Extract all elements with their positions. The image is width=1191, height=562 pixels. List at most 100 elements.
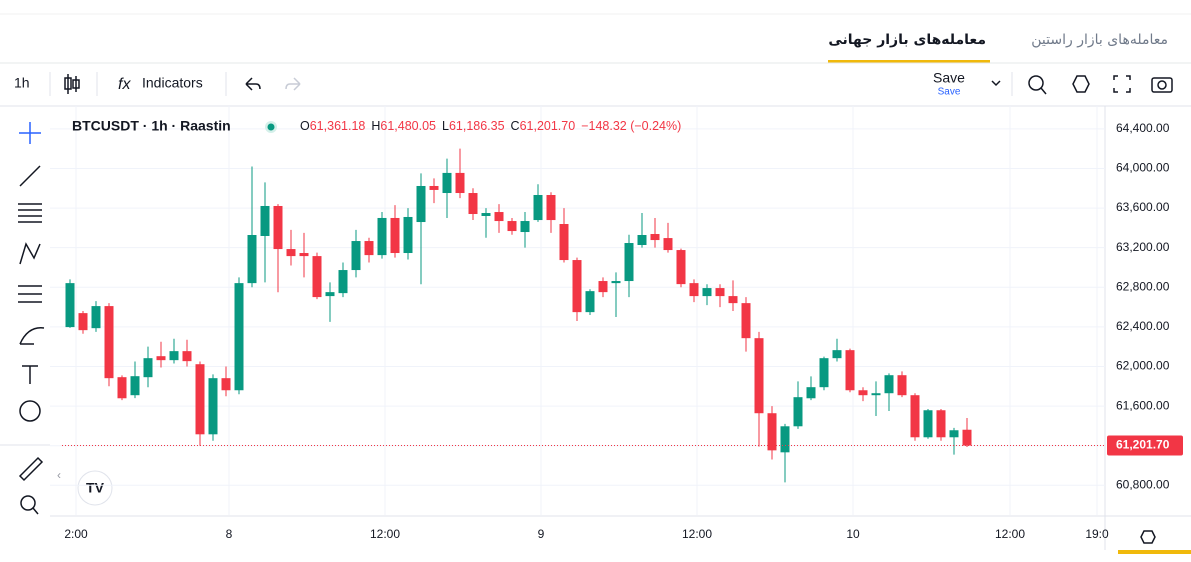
legend-value: 61,186.35 — [449, 119, 505, 133]
pattern[interactable] — [19, 242, 41, 265]
tab-active[interactable]: معامله‌های بازار جهانی — [828, 32, 986, 48]
fx-icon[interactable]: fx — [118, 76, 131, 93]
candle-body — [832, 350, 842, 359]
legend-key: O — [300, 119, 310, 133]
candle-body — [806, 387, 816, 399]
dropdown[interactable] — [991, 80, 1001, 87]
ruler[interactable] — [18, 456, 44, 482]
candle-body — [364, 241, 374, 256]
undo[interactable] — [245, 77, 261, 91]
candle-body — [273, 205, 283, 250]
crosshair[interactable] — [19, 122, 41, 144]
x-tick-label: 12:00 — [995, 527, 1025, 541]
candle-body — [962, 429, 972, 446]
candle-body — [429, 185, 439, 190]
camera-icon[interactable] — [1151, 77, 1173, 93]
candle-body — [195, 364, 205, 435]
corner-bar — [1118, 550, 1191, 554]
fullscreen-icon[interactable] — [1113, 75, 1131, 93]
candle-body — [455, 172, 465, 194]
x-tick-label: 9 — [538, 527, 545, 541]
candle-body — [585, 291, 595, 313]
settings-icon[interactable] — [1072, 75, 1090, 93]
candle-body — [936, 410, 946, 438]
y-tick-label: 63,200.00 — [1116, 240, 1170, 254]
y-tick-label: 62,000.00 — [1116, 359, 1170, 373]
candle-body — [351, 241, 361, 271]
candle-body — [819, 358, 829, 388]
trend-line[interactable] — [19, 165, 41, 187]
last-price-label: 61,201.70 — [1116, 438, 1170, 452]
text-tool[interactable] — [22, 365, 38, 384]
logo — [77, 470, 113, 506]
status-dot-inner — [267, 123, 275, 131]
save[interactable]: Save — [933, 70, 965, 86]
candle-body — [845, 350, 855, 391]
candle-body — [338, 270, 348, 294]
zoom[interactable] — [20, 495, 39, 515]
tab-underline — [828, 60, 990, 63]
tab[interactable]: معامله‌های بازار راستین — [1031, 32, 1168, 48]
legend-value: 61,480.05 — [380, 119, 436, 133]
candle-body — [598, 281, 608, 293]
candle-body — [312, 256, 322, 298]
candle-body — [507, 221, 517, 232]
candle-body — [533, 195, 543, 221]
y-tick-label: 63,600.00 — [1116, 200, 1170, 214]
candle-body — [611, 281, 621, 284]
emoji[interactable] — [19, 400, 41, 422]
candle-body — [208, 378, 218, 435]
fib[interactable] — [18, 203, 42, 223]
brush[interactable] — [19, 327, 45, 345]
axis-settings[interactable] — [1140, 530, 1156, 544]
x-tick-label: 2:00 — [64, 527, 88, 541]
candle-body — [377, 217, 387, 256]
candle-body — [104, 306, 114, 379]
candle-body — [143, 358, 153, 378]
legend-key: C — [511, 119, 520, 133]
x-tick-label: 19:0 — [1085, 527, 1109, 541]
y-tick-label: 60,800.00 — [1116, 477, 1170, 491]
candle-body — [728, 296, 738, 304]
candle-body — [637, 235, 647, 245]
candle-body — [559, 224, 569, 261]
alert-icon[interactable] — [1028, 75, 1047, 95]
candle-body — [650, 234, 660, 241]
y-tick-label: 64,000.00 — [1116, 161, 1170, 175]
candle-body — [442, 172, 452, 194]
candle-body — [299, 253, 309, 257]
save-sub: Save — [938, 87, 961, 98]
candle-body — [260, 205, 270, 236]
candle-body — [910, 395, 920, 438]
legend-key: H — [371, 119, 380, 133]
candle-body — [923, 410, 933, 438]
candle-body — [403, 216, 413, 254]
candle-body — [182, 351, 192, 362]
candle-body — [780, 426, 790, 453]
candle-body — [741, 303, 751, 339]
candle-body — [325, 292, 335, 297]
collapse-arrow[interactable]: ‹ — [57, 468, 61, 482]
candle-body — [390, 217, 400, 254]
candle-body — [624, 243, 634, 282]
interval[interactable]: 1h — [14, 75, 30, 91]
candle-body — [767, 413, 777, 451]
candle-icon[interactable] — [64, 74, 80, 94]
x-tick-label: 12:00 — [682, 527, 712, 541]
candle-body — [130, 376, 140, 396]
prediction[interactable] — [18, 285, 42, 303]
y-tick-label: 64,400.00 — [1116, 121, 1170, 135]
candle-body — [663, 238, 673, 251]
logo-mark: TV — [86, 480, 105, 496]
candle-body — [520, 221, 530, 233]
candle-body — [416, 185, 426, 223]
candle-body — [897, 375, 907, 396]
candle-body — [78, 313, 88, 331]
redo[interactable] — [285, 77, 301, 91]
candle-body — [234, 283, 244, 391]
indicators[interactable]: Indicators — [142, 75, 203, 91]
candle-body — [286, 249, 296, 257]
y-tick-label: 62,800.00 — [1116, 279, 1170, 293]
candle-body — [169, 351, 179, 361]
